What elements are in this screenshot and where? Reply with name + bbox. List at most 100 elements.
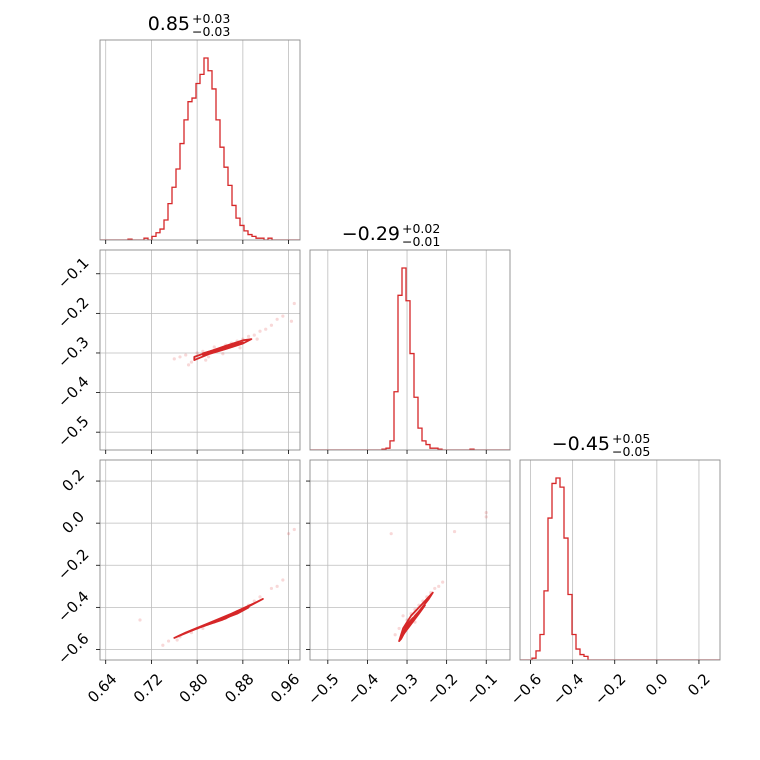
hist-panel-1: −0.29 +0.02−0.01 <box>309 221 511 454</box>
hist-title-value-1: −0.29 <box>342 223 400 245</box>
scatter-point <box>281 578 285 582</box>
scatter-0-frame <box>99 249 301 451</box>
scatter-point <box>201 349 205 353</box>
scatter-point <box>189 360 194 364</box>
scatter-point <box>138 618 142 622</box>
scatter-point <box>401 614 405 618</box>
scatter-point <box>184 353 188 357</box>
scatter-1-ytick-label: 0.0 <box>58 508 88 538</box>
hist-title-minus-2: −0.05 <box>612 444 650 459</box>
scatter-1-xtick-label: 0.72 <box>130 670 166 706</box>
scatter-point <box>269 323 274 327</box>
hist-title-minus-1: −0.01 <box>402 234 440 249</box>
scatter-0-ytick-label: −0.4 <box>54 373 92 411</box>
scatter-point <box>452 529 457 534</box>
scatter-point <box>178 355 182 359</box>
scatter-point <box>441 580 445 584</box>
hist-2-xtick-label: −0.4 <box>549 670 587 708</box>
scatter-panel-1: 0.64 0.72 0.80 0.88 0.96 −0.6 −0.4 −0.2 0.0 0.2 <box>54 459 303 706</box>
hist-panel-2: −0.6 −0.4 −0.2 0.0 0.2 −0.45 +0.05−0.05 <box>507 431 721 709</box>
scatter-point <box>292 301 296 306</box>
scatter-panel-2: −0.5 −0.4 −0.3 −0.2 −0.1 <box>304 459 511 709</box>
hist-2-xtick-label: −0.2 <box>591 670 629 708</box>
scatter-point <box>258 329 262 333</box>
scatter-1-ytick-label: 0.2 <box>58 466 88 496</box>
hist-2-xtick-label: 0.2 <box>684 670 714 700</box>
scatter-point <box>212 345 216 349</box>
hist-2-xtick-label: −0.6 <box>507 670 545 708</box>
hist-title-plus-1: +0.02 <box>402 221 440 236</box>
scatter-point <box>172 357 176 361</box>
scatter-1-marks <box>138 527 296 647</box>
scatter-2-xtick-label: −0.1 <box>462 670 500 708</box>
scatter-point <box>206 355 211 359</box>
contour-line <box>202 611 238 628</box>
scatter-0-ytick-label: −0.2 <box>54 293 92 331</box>
scatter-point <box>275 317 279 321</box>
scatter-point <box>437 584 441 588</box>
hist-2-xtick-label: 0.0 <box>642 670 672 700</box>
contour-line <box>190 606 250 632</box>
scatter-point <box>204 358 208 362</box>
scatter-point <box>175 638 179 642</box>
hist-title-plus-2: +0.05 <box>612 431 650 446</box>
hist-1-frame <box>309 249 511 451</box>
scatter-2-frame <box>309 459 511 661</box>
scatter-point <box>252 333 256 337</box>
hist-title-value-0: 0.85 <box>148 13 190 35</box>
hist-step-1 <box>310 267 510 450</box>
scatter-point <box>389 532 393 536</box>
hist-title-plus-0: +0.03 <box>192 11 230 26</box>
scatter-point <box>484 515 488 519</box>
contour-line <box>213 343 241 354</box>
scatter-point <box>289 319 294 323</box>
scatter-point <box>258 595 262 599</box>
hist-title-minus-0: −0.03 <box>192 24 230 39</box>
hist-step-2 <box>520 477 720 660</box>
scatter-1-ytick-label: −0.2 <box>54 545 92 583</box>
scatter-point <box>166 639 171 643</box>
hist-0-frame <box>99 39 301 241</box>
scatter-point <box>221 352 225 356</box>
scatter-point <box>161 643 165 647</box>
scatter-point <box>292 527 296 532</box>
scatter-point <box>397 626 401 631</box>
scatter-point <box>433 586 437 591</box>
scatter-point <box>286 532 291 536</box>
scatter-1-ytick-label: −0.4 <box>54 587 92 625</box>
hist-panel-0: 0.85 +0.03−0.03 <box>99 11 301 244</box>
scatter-point <box>201 626 205 631</box>
scatter-point <box>255 337 259 341</box>
scatter-point <box>484 511 488 515</box>
scatter-point <box>238 346 242 350</box>
scatter-1-ytick-label: −0.6 <box>54 630 92 668</box>
scatter-1-frame <box>99 459 301 661</box>
scatter-point <box>281 314 285 318</box>
scatter-point <box>264 327 268 331</box>
scatter-0-ytick-label: −0.3 <box>54 333 92 371</box>
scatter-0-ytick-label: −0.5 <box>54 412 92 450</box>
hist-title-value-2: −0.45 <box>552 433 610 455</box>
scatter-point <box>186 363 191 367</box>
scatter-1-xtick-label: 0.96 <box>267 670 303 706</box>
scatter-2-xtick-label: −0.5 <box>304 670 342 708</box>
scatter-1-xtick-label: 0.64 <box>84 670 120 706</box>
scatter-1-xtick-label: 0.88 <box>221 670 257 706</box>
scatter-2-marks <box>389 511 488 642</box>
scatter-2-xtick-label: −0.3 <box>383 670 421 708</box>
scatter-2-xtick-label: −0.2 <box>423 670 461 708</box>
scatter-0-marks <box>172 301 296 367</box>
scatter-panel-0: −0.5−0.4−0.3−0.2−0.1 <box>54 249 301 454</box>
scatter-point <box>195 351 199 355</box>
scatter-2-xtick-label: −0.4 <box>344 670 382 708</box>
hist-step-0 <box>100 57 300 240</box>
contour-line <box>173 598 264 639</box>
scatter-1-xtick-label: 0.80 <box>176 670 212 706</box>
scatter-point <box>246 334 251 338</box>
contour-line <box>402 617 414 634</box>
scatter-point <box>269 586 274 591</box>
scatter-point <box>393 633 397 637</box>
scatter-point <box>275 584 279 588</box>
hist-2-frame <box>519 459 721 661</box>
